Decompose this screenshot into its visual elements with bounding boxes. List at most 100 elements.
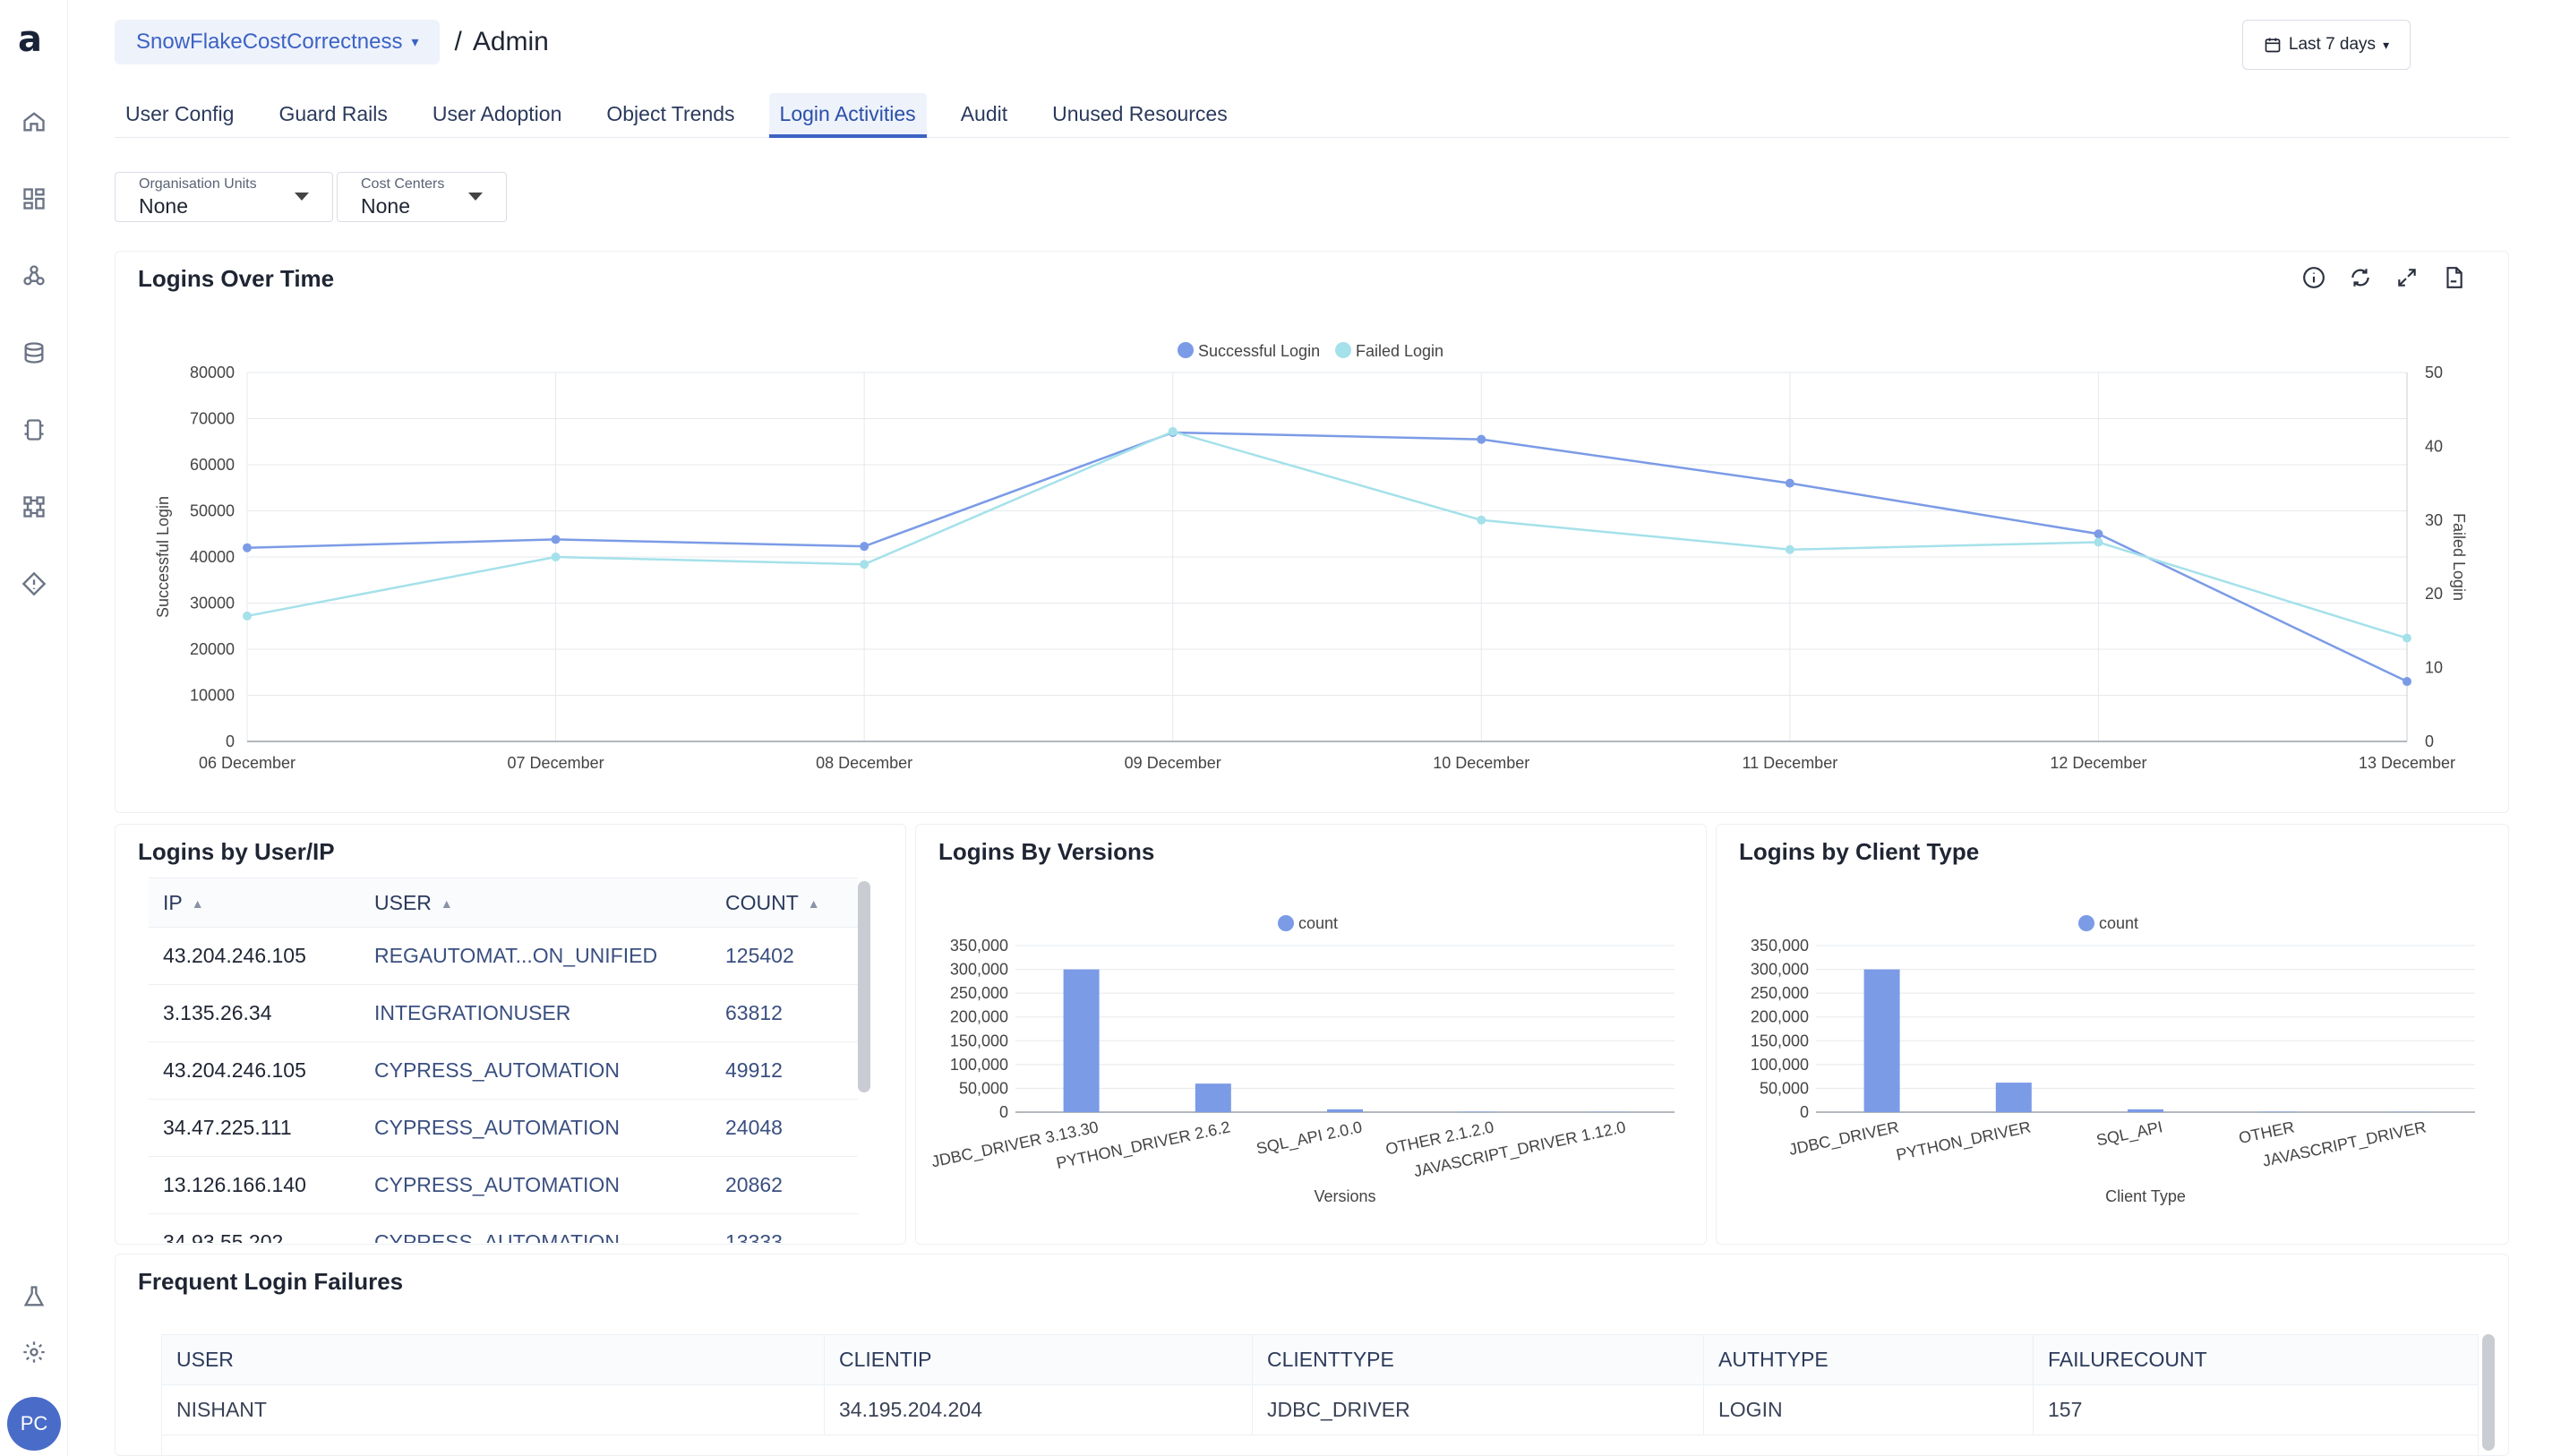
tab-user-adoption[interactable]: User Adoption — [432, 102, 562, 125]
y-tick-label: 70000 — [190, 410, 235, 428]
table-scrollbar[interactable] — [858, 881, 870, 1092]
legend-marker — [2078, 915, 2094, 931]
bar — [1195, 1083, 1231, 1112]
flask-icon[interactable] — [20, 1282, 48, 1311]
data-point — [860, 560, 869, 570]
org-units-filter[interactable]: Organisation Units None — [115, 172, 333, 222]
column-header-user[interactable]: USER — [162, 1335, 825, 1384]
caret-down-icon — [295, 193, 309, 201]
column-header-ip[interactable]: IP ▲ — [163, 890, 204, 914]
chip-icon[interactable] — [20, 415, 48, 444]
table-row[interactable]: 43.204.246.105 CYPRESS_AUTOMATION 49912 — [149, 1042, 858, 1100]
expand-icon[interactable] — [2394, 265, 2420, 290]
column-header-clienttype[interactable]: CLIENTTYPE — [1253, 1335, 1704, 1384]
logins-by-versions-chart: count 350,000 300,000 250,000 200,000 150,000… — [929, 914, 1674, 1205]
legend-label: count — [1298, 914, 1338, 932]
tab-audit[interactable]: Audit — [960, 102, 1008, 125]
bar — [1063, 969, 1100, 1112]
gear-icon[interactable] — [20, 1338, 48, 1366]
y-tick-label: 200,000 — [950, 1008, 1008, 1026]
sort-icon[interactable]: ▲ — [440, 896, 453, 912]
failures-scrollbar[interactable] — [2482, 1334, 2495, 1451]
data-point — [1477, 434, 1486, 444]
workflow-icon[interactable] — [20, 492, 48, 521]
app-logo[interactable]: a — [18, 19, 42, 60]
ip-cell: 34.47.225.111 — [163, 1116, 292, 1139]
x-tick-label: 06 December — [199, 754, 296, 772]
tab-user-config[interactable]: User Config — [125, 102, 235, 125]
account-name: SnowFlakeCostCorrectness — [136, 30, 403, 54]
data-point — [1785, 544, 1794, 554]
dashboard-icon[interactable] — [20, 184, 48, 213]
data-point — [551, 535, 561, 544]
logins-by-versions-title: Logins By Versions — [938, 838, 1155, 865]
bar — [1863, 969, 1900, 1112]
user-cell: NISHANT — [162, 1385, 825, 1435]
logins-by-user-title: Logins by User/IP — [138, 838, 335, 865]
count-cell: 13333 — [725, 1230, 783, 1243]
tab-unused-resources[interactable]: Unused Resources — [1052, 102, 1228, 125]
count-cell: 49912 — [725, 1058, 783, 1082]
date-range-button[interactable]: Last 7 days ▾ — [2242, 20, 2411, 70]
breadcrumb-separator: / — [454, 27, 462, 56]
authtype-cell: LOGIN — [1704, 1385, 2034, 1435]
chart-toolbar — [2301, 265, 2466, 290]
refresh-icon[interactable] — [2348, 265, 2373, 290]
y2-axis-title: Failed Login — [2450, 513, 2468, 601]
avatar[interactable]: PC — [7, 1397, 61, 1451]
diamond-icon[interactable] — [20, 570, 48, 598]
y-tick-label: 30000 — [190, 595, 235, 612]
data-point — [243, 611, 252, 621]
login-failures-title: Frequent Login Failures — [138, 1268, 404, 1295]
sort-icon[interactable]: ▲ — [807, 896, 820, 912]
user-cell: CYPRESS_AUTOMATION — [374, 1173, 620, 1196]
y2-tick-label: 30 — [2425, 511, 2443, 529]
column-header-failurecount[interactable]: FAILURECOUNT — [2048, 1348, 2207, 1371]
legend-label-failed: Failed Login — [1356, 342, 1443, 360]
login-failures-table: USER CLIENTIP CLIENTTYPE AUTHTYPE FAILUR… — [161, 1334, 2479, 1456]
y-tick-label: 10000 — [190, 687, 235, 705]
bar — [1327, 1109, 1363, 1112]
account-selector[interactable]: SnowFlakeCostCorrectness ▾ — [115, 20, 441, 64]
clientip-cell: 34.195.204.204 — [825, 1385, 1253, 1435]
home-icon[interactable] — [20, 107, 48, 136]
cost-centers-label: Cost Centers — [361, 176, 445, 192]
x-tick-label: OTHER — [2237, 1118, 2296, 1147]
column-header-user[interactable]: USER ▲ — [374, 890, 453, 914]
x-tick-label: PYTHON_DRIVER — [1895, 1118, 2033, 1164]
tab-login-activities[interactable]: Login Activities — [768, 93, 927, 138]
info-icon[interactable] — [2301, 265, 2326, 290]
table-row[interactable]: 13.126.166.140 CYPRESS_AUTOMATION 20862 — [149, 1157, 858, 1214]
csv-download-icon[interactable] — [2441, 265, 2466, 290]
column-header-clientip[interactable]: CLIENTIP — [825, 1335, 1253, 1384]
sort-icon[interactable]: ▲ — [191, 896, 204, 912]
chevron-down-icon: ▾ — [2383, 37, 2390, 52]
table-row[interactable]: 34.93.55.202 CYPRESS_AUTOMATION 13333 — [149, 1214, 858, 1243]
user-cell: CYPRESS_AUTOMATION — [374, 1230, 620, 1243]
logins-by-client-chart: count 350,000 300,000 250,000 200,000 150,000… — [1751, 914, 2475, 1205]
table-row[interactable]: NISHANT 34.195.204.204 JDBC_DRIVER LOGIN… — [162, 1385, 2478, 1435]
bar — [2128, 1109, 2163, 1112]
x-tick-label: 10 December — [1433, 754, 1529, 772]
database-icon[interactable] — [20, 338, 48, 367]
data-point — [1785, 478, 1794, 488]
tab-guard-rails[interactable]: Guard Rails — [278, 102, 388, 125]
column-header-count[interactable]: COUNT ▲ — [725, 890, 820, 914]
sidebar: a PC — [0, 0, 68, 1456]
legend-marker-successful — [1178, 342, 1194, 358]
cost-centers-filter[interactable]: Cost Centers None — [337, 172, 507, 222]
table-row[interactable]: 3.135.26.34 INTEGRATIONUSER 63812 — [149, 985, 858, 1042]
tab-object-trends[interactable]: Object Trends — [606, 102, 735, 125]
table-row[interactable]: 34.47.225.111 CYPRESS_AUTOMATION 24048 — [149, 1100, 858, 1157]
y-tick-label: 150,000 — [1751, 1032, 1809, 1049]
breadcrumb: SnowFlakeCostCorrectness ▾ / Admin — [115, 20, 549, 64]
column-header-authtype[interactable]: AUTHTYPE — [1704, 1335, 2034, 1384]
tab-bar: User Config Guard Rails User Adoption Ob… — [115, 93, 2509, 138]
table-header: IP ▲ USER ▲ COUNT ▲ — [149, 878, 858, 928]
y2-tick-label: 10 — [2425, 659, 2443, 677]
y2-tick-label: 40 — [2425, 437, 2443, 455]
graph-nodes-icon[interactable] — [20, 261, 48, 290]
logins-by-user-table: IP ▲ USER ▲ COUNT ▲ 43.204.246.105 REGAUTOMA… — [149, 878, 858, 1243]
table-row[interactable]: 43.204.246.105 REGAUTOMAT...ON_UNIFIED 125… — [149, 928, 858, 985]
y-tick-label: 350,000 — [950, 937, 1008, 955]
